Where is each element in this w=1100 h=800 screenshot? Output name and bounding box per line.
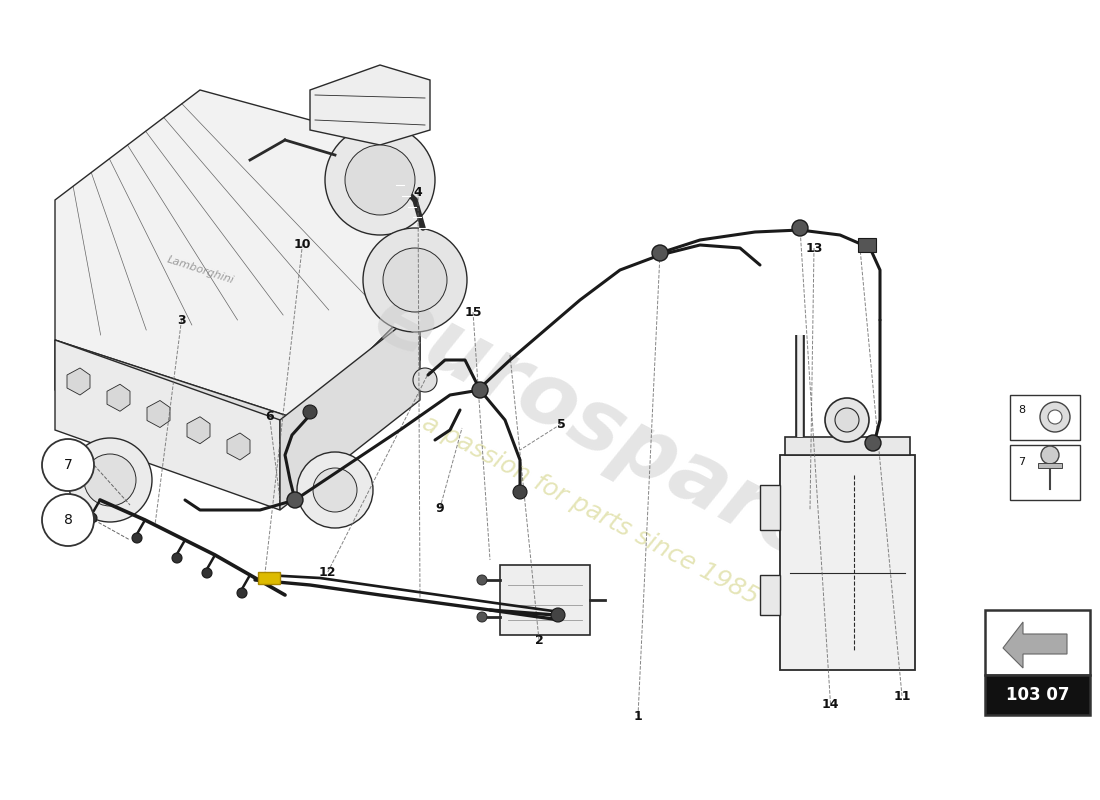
Text: 9: 9 <box>436 502 444 514</box>
Circle shape <box>302 405 317 419</box>
Text: 10: 10 <box>294 238 311 250</box>
Text: 6: 6 <box>265 410 274 422</box>
Polygon shape <box>187 417 210 444</box>
Bar <box>1010 445 1080 500</box>
Circle shape <box>236 588 248 598</box>
Polygon shape <box>280 310 420 510</box>
Circle shape <box>835 408 859 432</box>
Bar <box>984 675 1090 715</box>
Circle shape <box>324 125 435 235</box>
Polygon shape <box>310 65 430 145</box>
Circle shape <box>477 575 487 585</box>
Polygon shape <box>55 340 300 470</box>
Text: 3: 3 <box>177 314 186 326</box>
Bar <box>760 485 780 530</box>
Circle shape <box>363 228 468 332</box>
Circle shape <box>551 608 565 622</box>
Circle shape <box>87 513 97 523</box>
Text: 15: 15 <box>464 306 482 318</box>
Bar <box>785 437 910 455</box>
Text: 7: 7 <box>64 458 73 472</box>
Circle shape <box>202 568 212 578</box>
Bar <box>258 572 280 584</box>
Circle shape <box>345 145 415 215</box>
Text: 8: 8 <box>1018 405 1025 415</box>
Circle shape <box>383 248 447 312</box>
Circle shape <box>172 553 182 563</box>
Circle shape <box>652 245 668 261</box>
Bar <box>1010 395 1080 440</box>
Circle shape <box>314 468 358 512</box>
Text: 4: 4 <box>414 186 422 198</box>
Polygon shape <box>55 340 280 510</box>
Circle shape <box>1041 446 1059 464</box>
Bar <box>984 610 1090 675</box>
Circle shape <box>412 368 437 392</box>
Circle shape <box>792 220 808 236</box>
Text: 5: 5 <box>557 418 565 430</box>
Circle shape <box>68 438 152 522</box>
Circle shape <box>42 439 94 491</box>
Polygon shape <box>67 368 90 395</box>
Text: eurospares: eurospares <box>360 275 880 605</box>
Bar <box>858 238 876 252</box>
Text: Lamborghini: Lamborghini <box>165 254 234 286</box>
Text: 2: 2 <box>535 634 543 646</box>
Bar <box>760 575 780 615</box>
Circle shape <box>297 452 373 528</box>
Polygon shape <box>55 90 420 420</box>
Bar <box>1038 463 1061 468</box>
Text: 7: 7 <box>1018 457 1025 467</box>
Polygon shape <box>147 401 170 427</box>
Circle shape <box>287 492 303 508</box>
Text: 13: 13 <box>805 242 823 254</box>
Text: 8: 8 <box>64 513 73 527</box>
Text: 12: 12 <box>319 566 337 578</box>
Text: 1: 1 <box>634 710 642 722</box>
Text: 103 07: 103 07 <box>1005 686 1069 704</box>
Circle shape <box>825 398 869 442</box>
Circle shape <box>513 485 527 499</box>
Circle shape <box>42 494 94 546</box>
Polygon shape <box>227 433 250 460</box>
Circle shape <box>84 454 136 506</box>
Bar <box>780 455 915 670</box>
Circle shape <box>1040 402 1070 432</box>
Text: 11: 11 <box>893 690 911 702</box>
Circle shape <box>865 435 881 451</box>
Polygon shape <box>1003 622 1067 668</box>
Polygon shape <box>107 384 130 411</box>
Circle shape <box>1048 410 1062 424</box>
Bar <box>500 565 590 635</box>
Circle shape <box>477 612 487 622</box>
Text: 14: 14 <box>822 698 839 710</box>
Text: a passion for parts since 1985: a passion for parts since 1985 <box>418 410 762 610</box>
Polygon shape <box>300 300 420 475</box>
Circle shape <box>132 533 142 543</box>
Circle shape <box>472 382 488 398</box>
